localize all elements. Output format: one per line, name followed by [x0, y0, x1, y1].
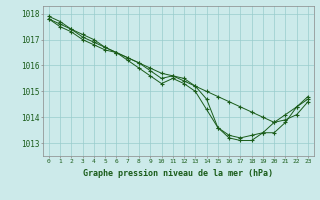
X-axis label: Graphe pression niveau de la mer (hPa): Graphe pression niveau de la mer (hPa) [84, 169, 273, 178]
